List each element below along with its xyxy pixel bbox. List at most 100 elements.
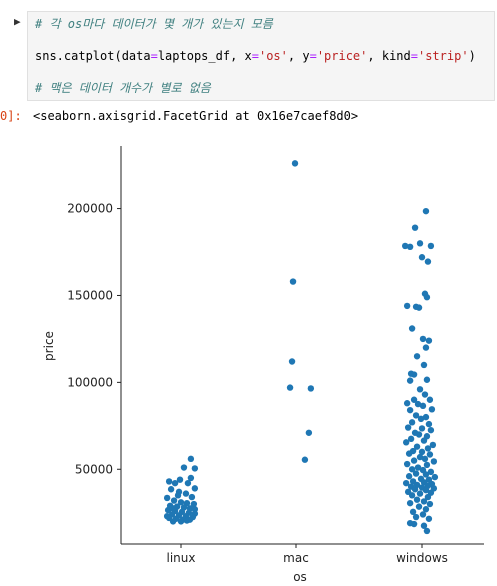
- strip-point-windows: [410, 396, 418, 403]
- code-token: 'os': [258, 49, 288, 63]
- strip-point-linux: [190, 500, 198, 508]
- strip-point-mac: [305, 429, 313, 436]
- strip-point-windows: [408, 325, 416, 332]
- x-tick-label-linux: linux: [167, 551, 196, 565]
- code-token: laptops_df, x: [157, 49, 252, 63]
- strip-point-windows: [407, 435, 415, 443]
- strip-point-windows: [410, 371, 418, 378]
- strip-point-mac: [288, 358, 296, 365]
- strip-point-linux: [169, 518, 177, 525]
- strip-point-windows: [424, 258, 432, 265]
- x-tick-label-mac: mac: [283, 551, 309, 565]
- code-line-catplot: sns.catplot(data=laptops_df, x='os', y='…: [35, 48, 476, 64]
- strip-point-windows: [413, 496, 421, 503]
- x-axis-label: os: [293, 570, 307, 584]
- strip-point-windows: [429, 441, 437, 449]
- strip-point-windows: [428, 406, 436, 413]
- code-token: =: [251, 49, 259, 63]
- strip-point-windows: [421, 391, 429, 398]
- strip-point-windows: [416, 490, 424, 497]
- strip-point-mac: [307, 385, 315, 392]
- strip-point-windows: [406, 377, 414, 384]
- strip-point-linux: [164, 506, 172, 514]
- strip-point-windows: [418, 448, 426, 456]
- strip-point-windows: [415, 503, 423, 510]
- strip-point-linux: [187, 455, 195, 463]
- code-token: =: [150, 49, 158, 63]
- strip-point-windows: [403, 460, 411, 468]
- run-cell-icon[interactable]: ▶: [14, 15, 21, 28]
- strip-point-windows: [422, 344, 430, 351]
- y-tick-label: 150000: [67, 288, 113, 302]
- strip-point-windows: [408, 492, 416, 499]
- strip-point-windows: [423, 294, 431, 301]
- strip-point-linux: [184, 479, 192, 487]
- strip-point-windows: [420, 522, 428, 529]
- strip-point-windows: [426, 500, 434, 508]
- code-token: =: [309, 49, 317, 63]
- strip-point-linux: [176, 476, 184, 483]
- strip-point-linux: [188, 493, 196, 501]
- strip-point-windows: [422, 207, 430, 215]
- strip-point-mac: [301, 456, 309, 463]
- strip-point-linux: [167, 486, 175, 493]
- strip-point-windows: [412, 412, 420, 419]
- y-axis-label: price: [42, 331, 56, 361]
- strip-point-linux: [169, 505, 177, 512]
- strip-point-linux: [183, 517, 191, 524]
- strip-point-windows: [401, 242, 409, 250]
- strip-point-mac: [286, 384, 294, 391]
- strip-point-linux: [191, 485, 199, 492]
- strip-point-windows: [419, 335, 427, 343]
- strip-point-linux: [165, 478, 173, 485]
- y-tick-label: 100000: [67, 375, 113, 389]
- code-token: =: [410, 49, 418, 63]
- strip-point-windows: [422, 486, 430, 494]
- strip-point-windows: [415, 304, 423, 311]
- strip-point-linux: [191, 465, 199, 472]
- strip-point-linux: [180, 464, 188, 471]
- strip-point-windows: [427, 242, 435, 250]
- strip-point-windows: [405, 473, 413, 480]
- strip-point-windows: [404, 424, 412, 431]
- strip-point-windows: [412, 513, 420, 521]
- code-cell-input[interactable]: # 각 os마다 데이터가 몇 개가 있는지 모름 sns.catplot(da…: [27, 11, 495, 101]
- strip-point-windows: [418, 425, 426, 432]
- strip-point-windows: [426, 451, 434, 458]
- code-token: 'strip': [417, 49, 469, 63]
- strip-point-windows: [405, 450, 413, 457]
- strip-point-linux: [174, 492, 182, 499]
- output-repr-text: <seaborn.axisgrid.FacetGrid at 0x16e7cae…: [33, 109, 359, 123]
- strip-point-windows: [427, 468, 435, 476]
- strip-point-linux: [187, 474, 195, 482]
- strip-point-linux: [170, 497, 178, 504]
- y-tick-label: 50000: [75, 462, 113, 476]
- strip-point-windows: [424, 493, 432, 501]
- strip-point-windows: [430, 458, 438, 465]
- strip-point-windows: [421, 455, 429, 463]
- strip-point-windows: [406, 499, 414, 507]
- strip-point-windows: [403, 302, 411, 310]
- code-comment-line-2: # 맥은 데이터 개수가 별로 없음: [35, 81, 211, 95]
- strip-point-linux: [171, 479, 179, 487]
- strip-point-windows: [413, 353, 421, 360]
- strip-point-windows: [402, 479, 410, 487]
- strip-point-mac: [291, 160, 299, 167]
- strip-point-windows: [414, 400, 422, 408]
- strip-point-windows: [422, 413, 430, 421]
- strip-point-windows: [409, 508, 417, 516]
- strip-point-linux: [163, 512, 171, 520]
- strip-point-windows: [402, 439, 410, 446]
- code-comment-line-1: # 각 os마다 데이터가 몇 개가 있는지 모름: [35, 17, 273, 31]
- strip-point-windows: [416, 453, 424, 461]
- strip-point-windows: [411, 224, 419, 231]
- output-prompt: 0]:: [0, 109, 22, 123]
- strip-point-windows: [411, 486, 419, 493]
- strip-point-windows: [416, 386, 424, 393]
- strip-point-windows: [412, 470, 420, 477]
- strip-point-linux: [182, 490, 190, 497]
- strip-point-windows: [423, 461, 431, 469]
- strip-point-windows: [419, 511, 427, 518]
- strip-point-linux: [191, 506, 199, 513]
- strip-point-windows: [403, 400, 411, 407]
